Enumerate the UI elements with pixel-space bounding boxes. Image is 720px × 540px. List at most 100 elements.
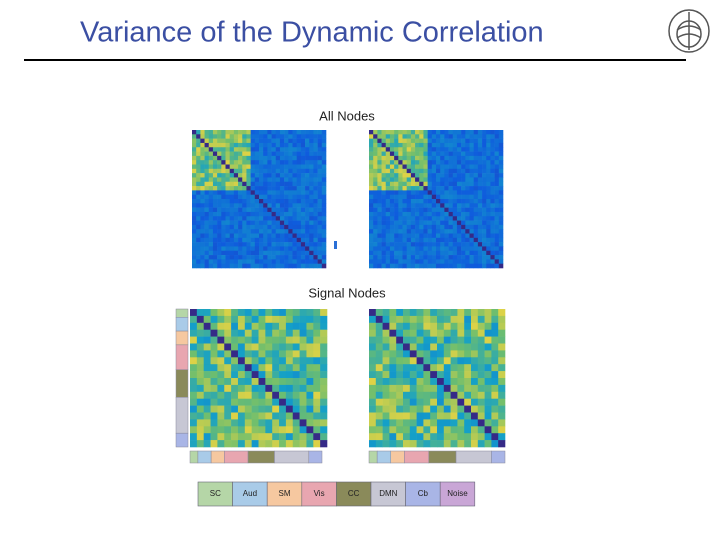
heat-cell — [254, 203, 260, 208]
heat-cell — [423, 357, 431, 365]
heat-cell — [265, 329, 273, 337]
heat-cell — [233, 242, 239, 247]
heat-cell — [272, 426, 280, 434]
heat-cell — [285, 322, 294, 330]
heat-cell — [317, 177, 323, 183]
heat-cell — [246, 259, 251, 264]
heat-cell — [402, 259, 407, 264]
heat-cell — [423, 160, 428, 165]
heat-cell — [377, 211, 382, 217]
heat-cell — [300, 130, 306, 135]
heat-cell — [469, 160, 474, 165]
heat-cell — [443, 371, 451, 379]
heat-cell — [244, 412, 252, 420]
heat-cell — [452, 138, 458, 144]
heat-cell — [381, 181, 387, 187]
legend-label: Cb — [418, 489, 429, 498]
heat-cell — [292, 237, 297, 243]
heat-cell — [212, 181, 218, 187]
heat-cell — [448, 168, 454, 174]
heat-cell — [292, 147, 297, 152]
heat-cell — [403, 398, 411, 406]
heat-cell — [296, 216, 302, 221]
heat-cell — [267, 177, 272, 183]
heat-cell — [457, 398, 465, 406]
heat-cell — [250, 138, 256, 144]
heat-cell — [491, 419, 499, 427]
heat-cell — [285, 309, 294, 317]
heat-cell — [406, 160, 412, 165]
heat-cell — [457, 329, 465, 337]
heat-cell — [306, 371, 314, 379]
heat-cell — [494, 229, 500, 234]
heat-cell — [296, 246, 302, 252]
heat-cell — [292, 440, 300, 448]
heat-cell — [231, 426, 239, 434]
heat-cell — [406, 147, 412, 152]
heat-cell — [250, 190, 256, 195]
heat-cell — [494, 160, 500, 165]
heat-cell — [398, 142, 403, 148]
heat-cell — [212, 134, 218, 139]
heat-cell — [317, 246, 323, 252]
heat-cell — [464, 384, 472, 393]
heat-cell — [272, 419, 280, 427]
heat-cell — [233, 259, 239, 264]
heat-cell — [233, 147, 239, 152]
heat-cell — [491, 426, 499, 434]
heat-cell — [224, 391, 232, 399]
heat-cell — [210, 412, 218, 420]
heat-cell — [398, 155, 403, 161]
heat-cell — [377, 250, 382, 256]
heat-cell — [406, 173, 412, 178]
heat-cell — [203, 322, 211, 330]
heat-cell — [389, 207, 395, 213]
heat-cell — [375, 315, 383, 324]
heat-cell — [375, 309, 383, 317]
heat-cell — [246, 160, 251, 165]
heat-cell — [246, 207, 251, 213]
heat-cell — [265, 412, 273, 420]
heat-cell — [419, 246, 424, 252]
heat-cell — [430, 364, 438, 372]
heat-cell — [192, 207, 197, 213]
heat-cell — [313, 233, 318, 239]
heat-cell — [200, 164, 205, 170]
heat-cell — [437, 322, 445, 330]
heat-cell — [498, 194, 504, 200]
heat-cell — [381, 263, 387, 269]
heat-cell — [375, 384, 383, 393]
heat-cell — [498, 378, 506, 386]
heat-cell — [212, 151, 218, 157]
heat-cell — [217, 357, 225, 365]
heat-cell — [321, 220, 327, 226]
heat-cell — [427, 246, 433, 252]
heat-cell — [373, 203, 378, 208]
heat-cell — [450, 398, 458, 406]
heat-cell — [369, 181, 374, 187]
heat-cell — [375, 412, 383, 420]
panel-label: Signal Nodes — [308, 285, 386, 300]
heat-cell — [431, 186, 437, 191]
heat-cell — [313, 134, 318, 139]
heat-cell — [263, 233, 268, 239]
heat-cell — [437, 384, 445, 393]
heat-cell — [410, 250, 416, 256]
heat-cell — [196, 229, 201, 234]
heat-cell — [285, 384, 294, 393]
heat-cell — [436, 168, 441, 174]
heat-cell — [313, 199, 318, 204]
heat-cell — [225, 250, 230, 256]
heat-cell — [317, 203, 323, 208]
heat-cell — [200, 130, 205, 135]
heat-cell — [402, 181, 407, 187]
heat-cell — [490, 216, 495, 221]
heat-cell — [317, 190, 323, 195]
heat-cell — [464, 391, 472, 399]
heat-cell — [258, 371, 266, 379]
heat-cell — [402, 246, 407, 252]
heat-cell — [437, 412, 445, 420]
heat-cell — [419, 250, 424, 256]
heat-cell — [320, 426, 328, 434]
